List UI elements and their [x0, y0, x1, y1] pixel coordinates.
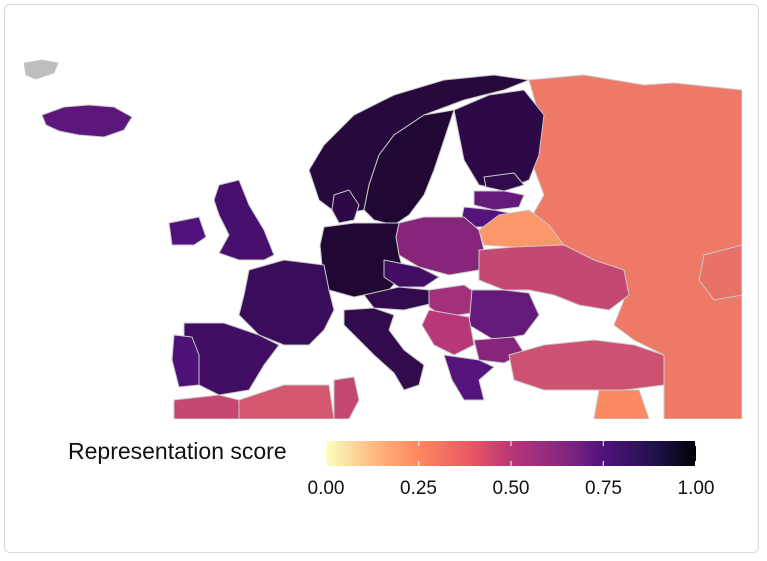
region-estonia: [483, 172, 525, 192]
europe-map-svg: [24, 59, 742, 419]
region-turkey: [508, 339, 665, 391]
region-kazakhstan: [698, 244, 742, 301]
legend-tick-label: 0.25: [400, 478, 437, 499]
region-serbia: [421, 309, 475, 356]
region-italy: [343, 307, 425, 391]
region-morocco: [173, 394, 240, 419]
region-denmark: [331, 189, 360, 224]
region-svalbard: [24, 59, 59, 80]
region-czechia: [383, 259, 440, 288]
region-germany: [319, 222, 405, 298]
legend-tick-label: 0.50: [492, 478, 530, 499]
legend-colorbar: [326, 441, 696, 466]
region-syria: [593, 389, 650, 419]
region-algeria: [238, 384, 335, 419]
region-sweden: [363, 109, 455, 226]
region-tunisia: [333, 376, 360, 419]
region-portugal: [171, 334, 200, 388]
legend-title: Representation score: [68, 438, 287, 464]
europe-map: [24, 55, 742, 419]
legend-tick-label: 0.75: [585, 478, 622, 499]
region-greece: [443, 354, 495, 401]
region-france: [238, 259, 335, 346]
legend-tick-label: 0.00: [307, 478, 345, 499]
region-united-kingdom: [213, 179, 275, 261]
legend-tick-label: 1.00: [677, 478, 715, 499]
region-romania: [468, 289, 540, 341]
region-latvia: [473, 190, 525, 211]
region-ireland: [168, 216, 207, 246]
region-finland: [453, 89, 545, 191]
region-iceland: [41, 104, 133, 138]
legend-colorbar-svg: [326, 441, 696, 466]
region-russia: [523, 74, 742, 419]
